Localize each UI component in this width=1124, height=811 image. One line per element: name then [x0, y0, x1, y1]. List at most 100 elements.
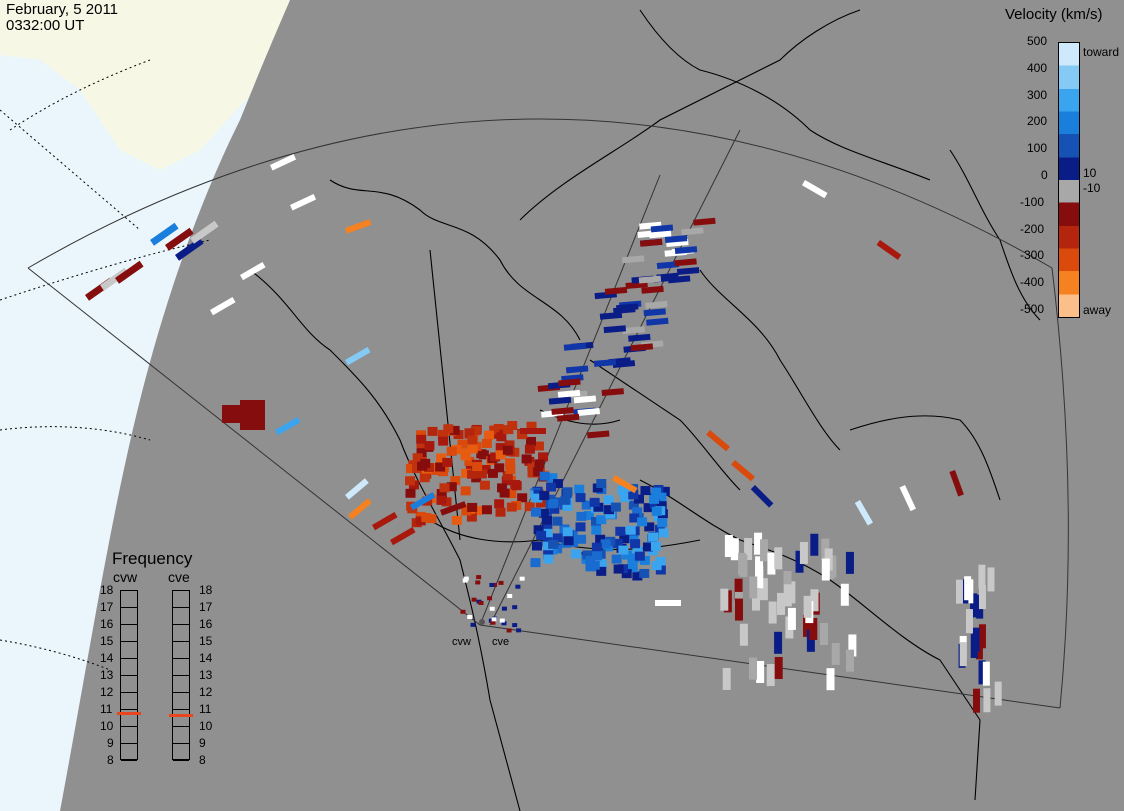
- velocity-cell: [472, 462, 483, 472]
- velocity-cell: [632, 507, 643, 517]
- velocity-cell: [616, 303, 639, 312]
- velocity-cell: [596, 515, 607, 525]
- velocity-colorbar: [1058, 42, 1080, 318]
- velocity-cell: [730, 538, 739, 561]
- colorbar-tick-label: 400: [1027, 60, 1048, 75]
- velocity-cell: [464, 456, 475, 466]
- colorbar-tick-label: -200: [1020, 221, 1045, 236]
- velocity-cell: [645, 300, 668, 309]
- time-label: 0332:00 UT: [6, 17, 85, 34]
- velocity-cell: [542, 528, 553, 538]
- velocity-cell: [576, 534, 587, 544]
- velocity-cell: [756, 660, 765, 683]
- velocity-cell: [533, 467, 544, 477]
- velocity-cell: [435, 462, 446, 472]
- velocity-cell: [533, 525, 544, 535]
- velocity-cell: [222, 405, 244, 423]
- velocity-cell: [720, 588, 729, 611]
- velocity-cell: [165, 227, 194, 251]
- velocity-cell: [826, 668, 835, 691]
- frequency-grid-line: [173, 675, 189, 676]
- frequency-grid-line: [121, 590, 137, 591]
- velocity-cell: [592, 483, 603, 493]
- velocity-cell: [575, 493, 586, 503]
- velocity-cell: [565, 365, 589, 374]
- velocity-cell: [476, 469, 487, 479]
- velocity-cell: [601, 388, 625, 397]
- velocity-cell: [642, 542, 653, 552]
- velocity-cell: [603, 325, 627, 334]
- velocity-cell: [978, 624, 986, 649]
- velocity-cell: [693, 217, 716, 226]
- frequency-marker: [169, 714, 193, 718]
- velocity-cell: [505, 465, 516, 475]
- colorbar-tick-10: 10: [1083, 166, 1097, 180]
- frequency-scale-label-right: 17: [199, 600, 213, 614]
- velocity-cell: [438, 436, 449, 446]
- velocity-cell: [470, 622, 476, 627]
- velocity-cell: [744, 538, 753, 561]
- frequency-bar-left: [117, 590, 141, 761]
- velocity-cell: [983, 688, 991, 713]
- frequency-grid-line: [121, 675, 137, 676]
- velocity-cell: [591, 542, 602, 552]
- velocity-cell: [587, 430, 610, 439]
- velocity-cell: [630, 539, 641, 549]
- velocity-cell: [416, 448, 427, 458]
- frequency-scale-label-left: 11: [100, 702, 113, 716]
- velocity-cell: [240, 400, 265, 430]
- colorbar-toward-label: toward: [1083, 45, 1120, 59]
- velocity-cell: [441, 497, 452, 507]
- velocity-cell: [622, 550, 633, 560]
- velocity-cell: [803, 614, 812, 637]
- velocity-cell: [535, 498, 546, 508]
- velocity-cell: [499, 488, 510, 498]
- frequency-scale-label-right: 11: [199, 702, 212, 716]
- velocity-cell: [489, 425, 500, 435]
- frequency-scale-label-right: 14: [199, 651, 213, 665]
- velocity-cell: [848, 634, 857, 657]
- frequency-bar-right: [169, 590, 193, 761]
- velocity-cell: [629, 553, 640, 563]
- velocity-cell: [632, 571, 643, 581]
- velocity-cell: [530, 558, 541, 568]
- velocity-cell: [657, 518, 668, 528]
- velocity-cell: [625, 525, 636, 535]
- frequency-grid-line: [173, 607, 189, 608]
- velocity-cell: [506, 502, 517, 512]
- colorbar-tick-minus10: -10: [1083, 181, 1101, 195]
- velocity-cell: [538, 452, 549, 462]
- velocity-cell: [516, 628, 522, 633]
- frequency-grid-line: [173, 624, 189, 625]
- velocity-cell: [450, 476, 461, 486]
- velocity-cell: [520, 428, 546, 434]
- velocity-cell: [783, 571, 792, 594]
- velocity-cell: [546, 482, 557, 492]
- velocity-cell: [557, 389, 581, 398]
- frequency-grid-line: [121, 641, 137, 642]
- velocity-cell: [344, 478, 369, 500]
- velocity-cell: [478, 600, 484, 605]
- velocity-cell: [774, 656, 783, 679]
- velocity-cell: [585, 555, 596, 565]
- velocity-cell: [460, 486, 471, 496]
- frequency-scale-label-right: 16: [199, 617, 213, 631]
- velocity-cell: [497, 483, 508, 493]
- colorbar-tick-label: 100: [1027, 141, 1048, 156]
- velocity-cell: [637, 517, 648, 527]
- velocity-cell: [532, 493, 543, 503]
- velocity-cell: [810, 589, 819, 612]
- velocity-cell: [972, 627, 980, 652]
- velocity-cell: [512, 623, 518, 628]
- velocity-cell: [596, 559, 607, 569]
- velocity-cell: [751, 588, 760, 611]
- velocity-cell: [457, 439, 468, 449]
- velocity-cell: [674, 246, 698, 255]
- frequency-scale-label-left: 17: [100, 600, 114, 614]
- velocity-cell: [987, 567, 995, 592]
- frequency-scale-label-left: 14: [100, 651, 114, 665]
- velocity-cell: [464, 428, 475, 438]
- velocity-cell: [562, 501, 573, 511]
- velocity-cell: [641, 285, 664, 294]
- frequency-grid-line: [173, 743, 189, 744]
